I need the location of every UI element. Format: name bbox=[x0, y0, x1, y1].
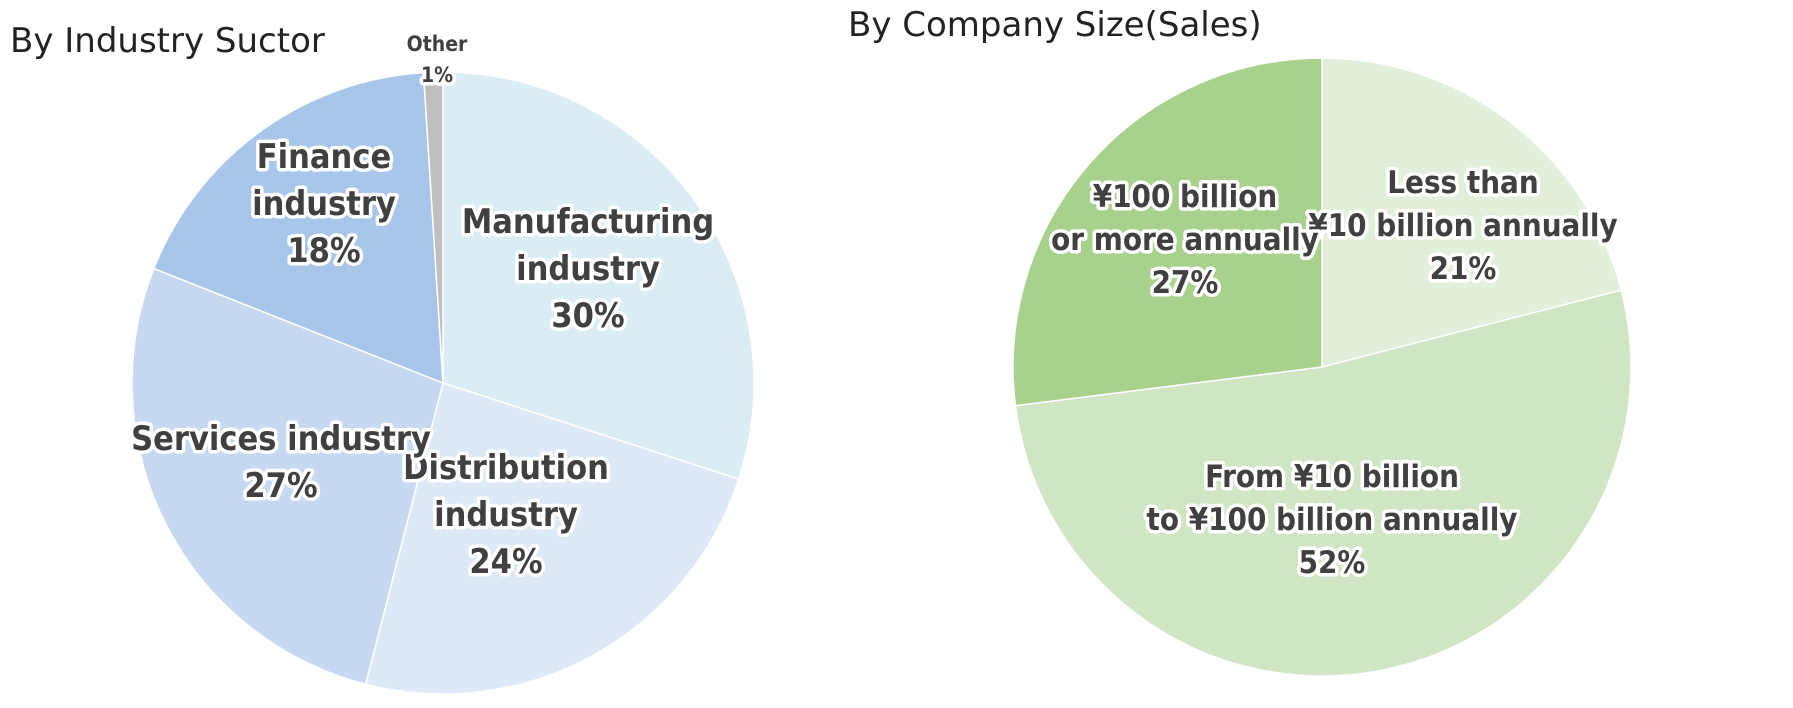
slice-label: Manufacturing industry 30% bbox=[462, 202, 714, 336]
slice-label-line: industry bbox=[252, 184, 396, 224]
slice-label-line: ¥100 billion bbox=[1093, 179, 1278, 215]
slice-label-line: Other bbox=[407, 32, 468, 56]
slice-label: Distribution industry 24% bbox=[403, 448, 609, 582]
pie-slice bbox=[442, 71, 755, 481]
pie-labels: Manufacturing industry 30% Distribution indu… bbox=[128, 29, 718, 586]
slice-label-line: industry bbox=[516, 249, 660, 289]
chart-title: By Industry Suctor bbox=[10, 21, 325, 61]
slice-label: Other 1% bbox=[407, 32, 468, 87]
slice-percent: 27% bbox=[244, 466, 317, 506]
slice-percent: 24% bbox=[469, 542, 542, 582]
slice-percent: 30% bbox=[551, 296, 624, 336]
slice-percent: 27% bbox=[1152, 265, 1219, 301]
slice-percent: 18% bbox=[287, 231, 360, 271]
company-size-pie-chart: By Company Size(Sales) Less than ¥10 bill… bbox=[848, 5, 1632, 677]
industry-sector-pie-chart: By Industry Suctor Manufacturing industry… bbox=[10, 21, 755, 695]
slice-label: Finance industry 18% bbox=[252, 137, 396, 271]
pie-slice bbox=[152, 71, 444, 385]
slice-label-line: to ¥100 billion annually bbox=[1147, 502, 1518, 538]
slice-percent: 52% bbox=[1299, 545, 1366, 581]
slice-label: Services industry 27% bbox=[131, 419, 431, 506]
slice-label-line: Distribution bbox=[403, 448, 609, 488]
pie-slices bbox=[1012, 57, 1632, 677]
slice-label-line: Less than bbox=[1387, 165, 1538, 201]
pie-slice bbox=[364, 382, 740, 695]
slice-label-line: From ¥10 billion bbox=[1205, 459, 1459, 495]
pie-labels: Less than ¥10 billion annually 21% From ¥10… bbox=[1048, 162, 1622, 585]
slice-label-line: Services industry bbox=[131, 419, 431, 459]
slice-percent: 1% bbox=[421, 63, 453, 87]
slice-label: Less than ¥10 billion annually 21% bbox=[1308, 165, 1617, 287]
pie-slice bbox=[1321, 57, 1623, 368]
slice-label-line: Finance bbox=[257, 137, 391, 177]
pie-slice bbox=[422, 71, 444, 384]
slice-label-line: industry bbox=[434, 495, 578, 535]
chart-title: By Company Size(Sales) bbox=[848, 5, 1262, 45]
pie-slice bbox=[1012, 57, 1323, 407]
slice-label: From ¥10 billion to ¥100 billion annually… bbox=[1147, 459, 1518, 581]
pie-slice bbox=[131, 267, 444, 686]
slice-label-line: or more annually bbox=[1051, 222, 1319, 258]
pie-slices bbox=[131, 71, 755, 695]
slice-label: ¥100 billion or more annually 27% bbox=[1051, 179, 1319, 301]
slice-percent: 21% bbox=[1430, 251, 1497, 287]
slice-label-line: Manufacturing bbox=[462, 202, 714, 242]
slice-label-line: ¥10 billion annually bbox=[1308, 208, 1617, 244]
